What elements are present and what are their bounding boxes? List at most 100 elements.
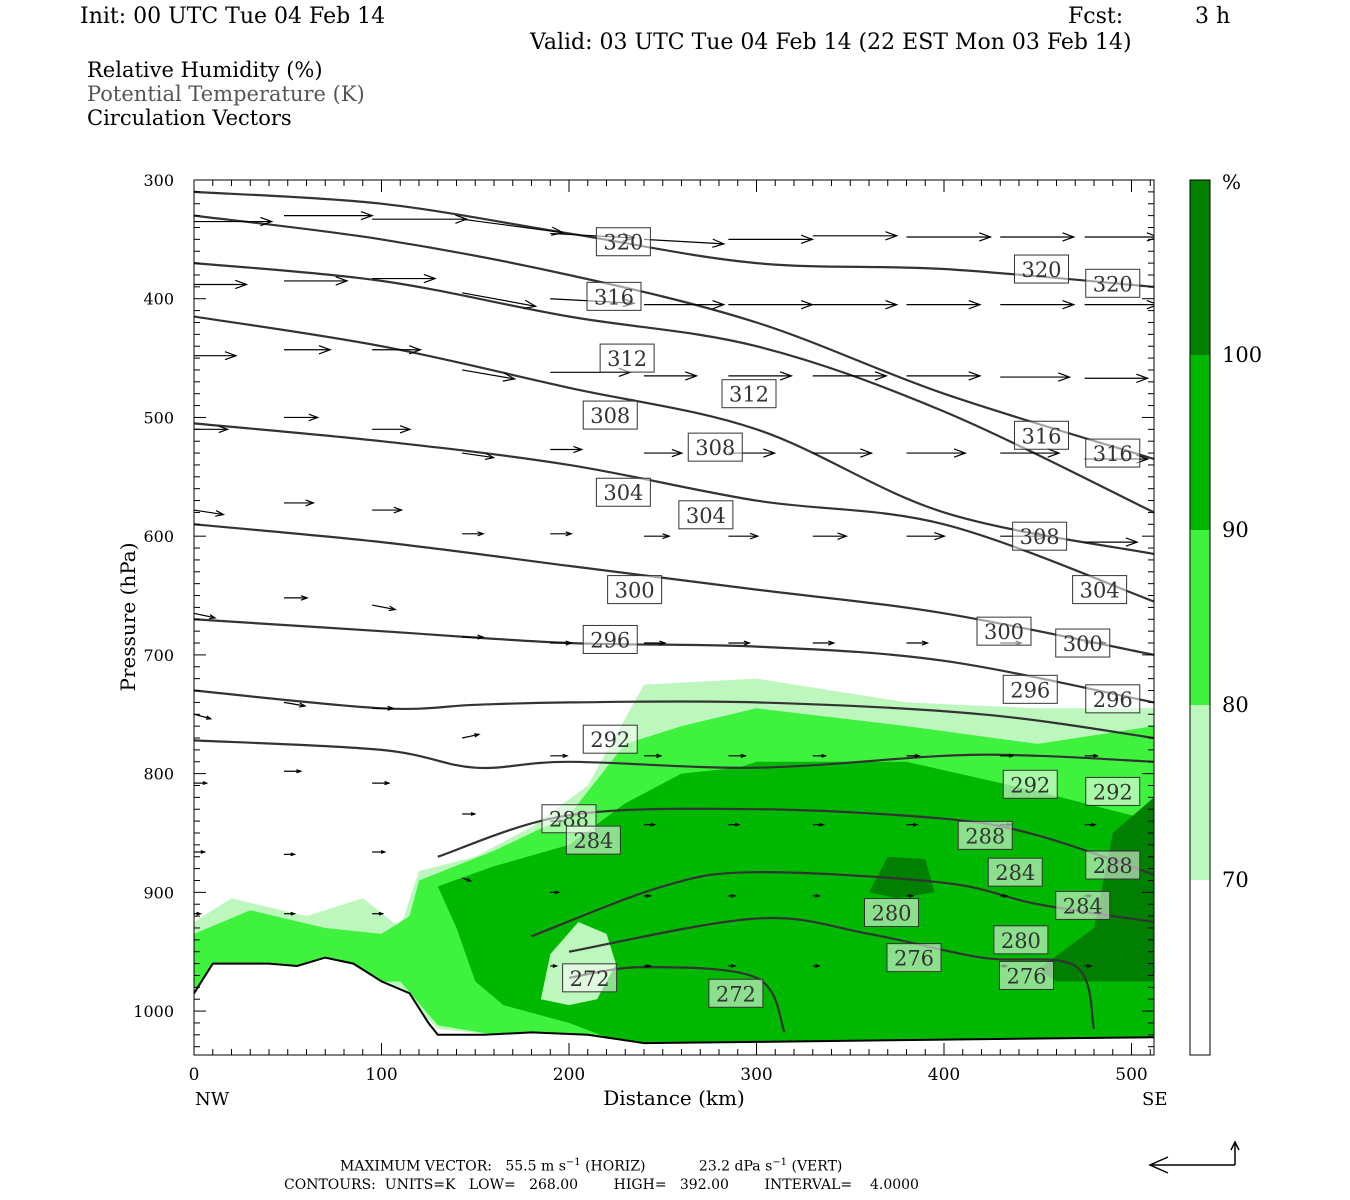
theta-label-300-14: 300 [607,575,663,605]
vector-arrow-95 [812,893,821,898]
forecast-label: Fcst: [1068,4,1124,29]
vector-arrow-58 [462,634,485,640]
theta-label-272-34: 272 [708,978,764,1008]
vector-arrow-9 [1000,232,1076,242]
theta-label-296-18: 296 [1002,674,1058,704]
vector-arrow-0 [194,216,274,227]
colorbar-segment-2 [1190,530,1210,705]
vector-arrow-47 [462,531,485,537]
y-tick-label-800: 800 [143,765,174,784]
colorbar-frame [1189,179,1211,1056]
theta-contour-316 [194,214,1154,461]
theta-label-308-8: 308 [582,400,638,430]
y-tick-label-500: 500 [143,408,174,427]
vector-arrow-14 [462,292,538,309]
vector-arrow-34 [284,413,320,422]
svg-text:300: 300 [1063,632,1103,656]
vert-unit: (VERT) [791,1158,843,1175]
svg-text:300: 300 [984,620,1024,644]
vector-arrow-90 [372,850,387,854]
colorbar-segment-0 [1190,880,1210,1055]
vector-arrow-61 [728,640,752,646]
valid-time: Valid: 03 UTC Tue 04 Feb 14 (22 EST Mon … [530,30,1132,55]
theta-contour-296 [194,618,1154,704]
theta-label-312-7: 312 [721,379,777,409]
svg-text:304: 304 [686,504,726,528]
y-axis-title: Pressure (hPa) [116,543,140,692]
vector-arrow-82 [644,822,657,827]
svg-text:316: 316 [1093,442,1133,466]
theta-label-296-17: 296 [582,624,638,654]
vector-arrow-46 [372,506,404,514]
svg-text:272: 272 [716,982,756,1006]
vector-arrow-49 [644,533,671,540]
vector-arrow-68 [372,705,395,711]
vector-arrow-38 [644,448,684,458]
reference-vector [1148,1140,1240,1174]
vector-arrow-54 [1084,537,1139,547]
vector-arrow-74 [906,753,921,758]
vector-arrow-107 [1084,964,1093,968]
vector-arrow-10 [1084,232,1154,242]
vector-arrow-44 [194,509,226,517]
vector-arrow-84 [812,822,825,827]
svg-text:296: 296 [1093,688,1133,712]
svg-text:292: 292 [1093,780,1133,804]
theta-label-292-22: 292 [1085,776,1141,806]
vector-arrow-32 [1084,373,1150,383]
x-axis-title: Distance (km) [603,1086,745,1110]
vector-arrow-25 [462,369,517,382]
vector-arrow-16 [644,299,726,310]
svg-text:288: 288 [1093,854,1133,878]
horiz-value: 55.5 m s [505,1158,566,1175]
vector-arrow-22 [194,351,238,361]
vector-arrow-19 [906,299,982,310]
vector-arrow-96 [906,893,915,898]
max-vector-label: MAXIMUM VECTOR: [340,1158,492,1175]
theta-label-300-16: 300 [1055,628,1111,658]
colorbar-label-70: 70 [1222,868,1249,892]
vector-arrow-85 [906,822,919,827]
vector-arrow-35 [372,425,412,434]
vector-arrow-27 [644,371,699,381]
plot-frame [193,179,1155,1056]
svg-text:308: 308 [695,436,735,460]
horiz-unit: (HORIZ) [585,1158,646,1175]
vector-arrow-91 [461,877,473,882]
vector-arrow-59 [550,640,573,646]
vector-arrow-93 [644,893,653,898]
vector-arrow-103 [644,964,653,968]
svg-text:284: 284 [573,829,613,853]
svg-text:276: 276 [894,947,934,971]
theta-label-284-28: 284 [1055,890,1111,920]
vector-arrow-7 [812,231,899,241]
vector-arrow-8 [906,232,993,242]
svg-text:300: 300 [615,579,655,603]
colorbar-segment-1 [1190,705,1210,880]
vector-arrow-80 [462,812,477,816]
vector-arrow-30 [906,371,982,381]
svg-text:292: 292 [1010,773,1050,797]
vector-arrow-83 [728,822,741,827]
vector-arrow-42 [1000,448,1061,458]
svg-text:320: 320 [1021,258,1061,282]
vector-arrow-21 [1084,299,1154,310]
vector-arrow-87 [1084,822,1097,827]
x-end-left-label: NW [195,1089,230,1110]
vector-arrow-79 [372,780,391,786]
vector-arrow-66 [194,713,213,720]
vector-arrow-36 [462,452,496,460]
vector-arrow-11 [194,279,249,290]
vector-arrow-67 [283,701,307,708]
vector-arrow-63 [906,640,930,646]
vector-arrow-92 [550,890,561,895]
vector-arrow-104 [728,964,737,968]
theta-label-280-30: 280 [993,925,1049,955]
legend-relative-humidity: Relative Humidity (%) [87,58,323,82]
y-tick-label-1000: 1000 [133,1002,174,1021]
x-tick-label-200: 200 [553,1065,585,1085]
theta-label-284-26: 284 [565,825,621,855]
theta-label-308-9: 308 [687,432,743,462]
vector-arrow-78 [284,769,303,774]
